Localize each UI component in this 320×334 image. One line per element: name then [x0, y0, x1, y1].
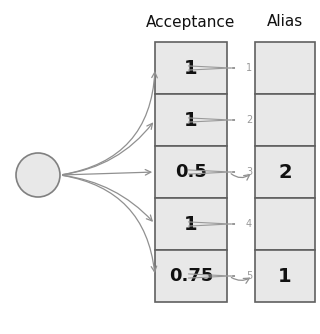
Bar: [255, 146, 315, 198]
Text: 0.75: 0.75: [169, 267, 213, 285]
Text: Alias: Alias: [267, 14, 303, 29]
FancyArrowPatch shape: [231, 278, 249, 283]
Bar: [255, 94, 315, 146]
Text: Acceptance: Acceptance: [146, 14, 236, 29]
Text: 5: 5: [246, 271, 252, 281]
Text: 4: 4: [246, 219, 252, 229]
Text: 2: 2: [278, 163, 292, 181]
Text: 0.5: 0.5: [175, 163, 207, 181]
FancyArrowPatch shape: [63, 72, 157, 175]
FancyArrowPatch shape: [63, 175, 157, 272]
Bar: [155, 94, 227, 146]
Bar: [255, 42, 315, 94]
Text: 1: 1: [278, 267, 292, 286]
Text: 1: 1: [184, 214, 198, 233]
Bar: [155, 250, 227, 302]
Bar: [255, 250, 315, 302]
FancyArrowPatch shape: [63, 175, 152, 221]
Bar: [155, 146, 227, 198]
Text: 1: 1: [184, 111, 198, 130]
Bar: [155, 42, 227, 94]
Text: 1: 1: [246, 63, 252, 73]
Circle shape: [16, 153, 60, 197]
FancyArrowPatch shape: [231, 174, 250, 180]
FancyArrowPatch shape: [63, 170, 151, 175]
Bar: [155, 198, 227, 250]
Text: 3: 3: [246, 167, 252, 177]
Text: 1: 1: [184, 58, 198, 77]
Text: 2: 2: [246, 115, 252, 125]
Bar: [255, 198, 315, 250]
FancyArrowPatch shape: [63, 123, 152, 175]
